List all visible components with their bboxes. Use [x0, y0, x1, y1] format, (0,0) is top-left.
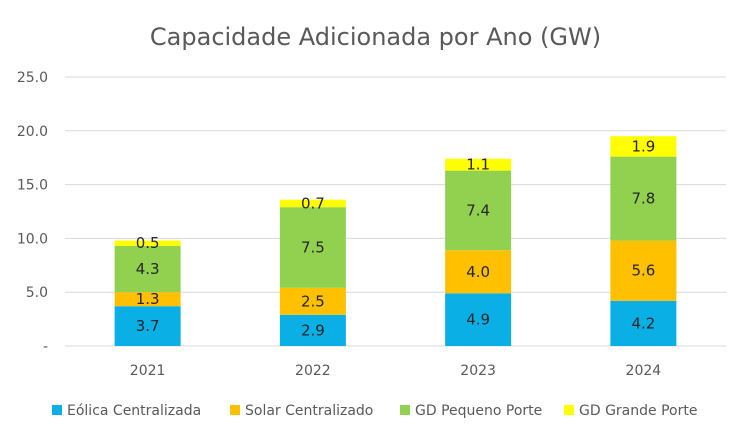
bar-segment — [279, 314, 346, 346]
bar-segment — [279, 199, 346, 208]
data-label: 3.7 — [136, 317, 160, 335]
data-label: 7.4 — [466, 201, 490, 219]
legend-label: GD Pequeno Porte — [415, 403, 542, 419]
y-tick-label: 25.0 — [17, 70, 48, 86]
y-tick-label: 5.0 — [26, 285, 48, 301]
data-label: 7.8 — [631, 190, 655, 208]
data-label: 4.2 — [631, 314, 655, 332]
chart-title: Capacidade Adicionada por Ano (GW) — [150, 23, 601, 51]
legend-swatch — [400, 405, 410, 415]
y-tick-label: 15.0 — [17, 178, 48, 194]
x-tick-label: 2023 — [460, 363, 496, 379]
bar-segment — [610, 240, 677, 301]
bar-segment — [114, 245, 181, 293]
legend-swatch — [230, 405, 240, 415]
legend: Eólica Centralizada Solar Centralizado GD … — [52, 403, 697, 419]
data-label: 2.9 — [301, 321, 325, 339]
bar-segment — [279, 287, 346, 315]
data-label: 2.5 — [301, 292, 325, 310]
x-axis-tick-labels: 2021 2022 2023 2024 — [130, 363, 661, 379]
legend-swatch — [564, 405, 574, 415]
bars: 3.7 1.3 4.3 0.5 2.9 2.5 7.5 0.7 4.9 4.0 7.4 1.1 4.2 5… — [114, 136, 677, 346]
bar-segment — [445, 170, 512, 251]
data-label: 5.6 — [631, 262, 655, 280]
x-tick-label: 2021 — [130, 363, 166, 379]
data-label: 0.7 — [301, 194, 325, 212]
data-label: 7.5 — [301, 239, 325, 257]
data-label: 0.5 — [136, 234, 160, 252]
x-tick-label: 2024 — [626, 363, 662, 379]
data-label: 4.9 — [466, 311, 490, 329]
data-label: 1.3 — [136, 290, 160, 308]
bar-segment — [445, 158, 512, 171]
data-label: 1.9 — [631, 137, 655, 155]
y-tick-label: - — [43, 339, 48, 355]
legend-label: Eólica Centralizada — [67, 403, 201, 419]
bar-segment — [610, 300, 677, 346]
bar-segment — [279, 207, 346, 288]
bar-segment — [114, 306, 181, 346]
y-tick-label: 10.0 — [17, 231, 48, 247]
data-label: 1.1 — [466, 156, 490, 174]
data-label: 4.3 — [136, 260, 160, 278]
legend-label: GD Grande Porte — [579, 403, 697, 419]
y-axis-tick-labels: - 5.0 10.0 15.0 20.0 25.0 — [17, 70, 48, 355]
bar-segment — [610, 136, 677, 157]
y-tick-label: 20.0 — [17, 124, 48, 140]
bar-segment — [445, 250, 512, 294]
x-tick-label: 2022 — [295, 363, 331, 379]
bar-segment — [445, 293, 512, 346]
data-label: 4.0 — [466, 263, 490, 281]
bar-segment — [114, 292, 181, 307]
legend-swatch — [52, 405, 62, 415]
legend-label: Solar Centralizado — [245, 403, 373, 419]
bar-segment — [610, 156, 677, 241]
bar-segment — [114, 240, 181, 246]
